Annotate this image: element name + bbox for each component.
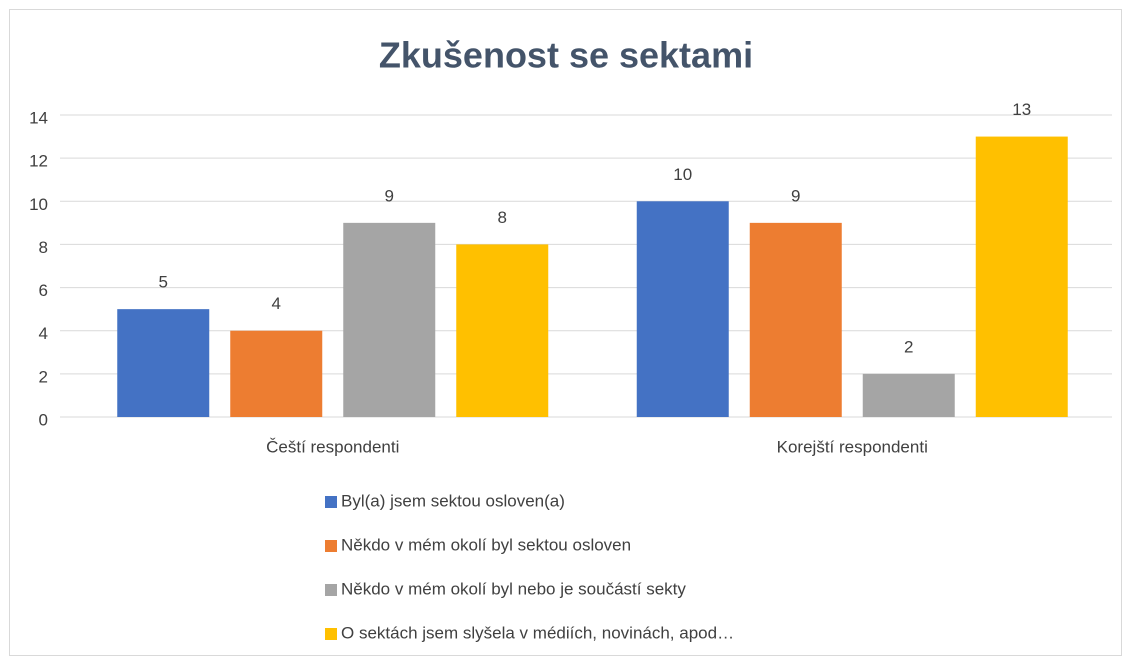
bar	[749, 222, 842, 417]
chart-title: Zkušenost se sektami	[379, 35, 753, 76]
value-label: 9	[791, 186, 800, 205]
y-tick-label: 14	[29, 108, 48, 127]
bar	[862, 373, 955, 417]
value-label: 8	[498, 208, 507, 227]
legend-swatch	[325, 584, 337, 596]
bar	[117, 309, 210, 417]
legend-label: Někdo v mém okolí byl nebo je součástí s…	[341, 579, 686, 598]
y-tick-label: 8	[39, 238, 48, 257]
value-label: 5	[159, 273, 168, 292]
bar	[975, 136, 1068, 418]
y-tick-label: 6	[39, 281, 48, 300]
x-tick-label: Korejští respondenti	[777, 437, 928, 456]
legend-label: Někdo v mém okolí byl sektou osloven	[341, 535, 631, 554]
legend-label: O sektách jsem slyšela v médiích, noviná…	[341, 623, 734, 642]
y-tick-label: 4	[39, 324, 48, 343]
bar	[456, 244, 549, 417]
x-tick-label: Čeští respondenti	[266, 437, 399, 456]
value-label: 13	[1012, 100, 1031, 119]
bar	[230, 330, 323, 417]
bar	[636, 201, 729, 417]
value-label: 4	[272, 294, 281, 313]
value-label: 10	[673, 165, 692, 184]
legend-label: Byl(a) jsem sektou osloven(a)	[341, 491, 565, 510]
y-tick-label: 12	[29, 152, 48, 171]
y-tick-label: 2	[39, 367, 48, 386]
y-tick-label: 0	[39, 410, 48, 429]
legend-swatch	[325, 628, 337, 640]
legend-swatch	[325, 496, 337, 508]
value-label: 9	[385, 186, 394, 205]
y-tick-label: 10	[29, 195, 48, 214]
value-label: 2	[904, 337, 913, 356]
legend-swatch	[325, 540, 337, 552]
bar	[343, 222, 436, 417]
